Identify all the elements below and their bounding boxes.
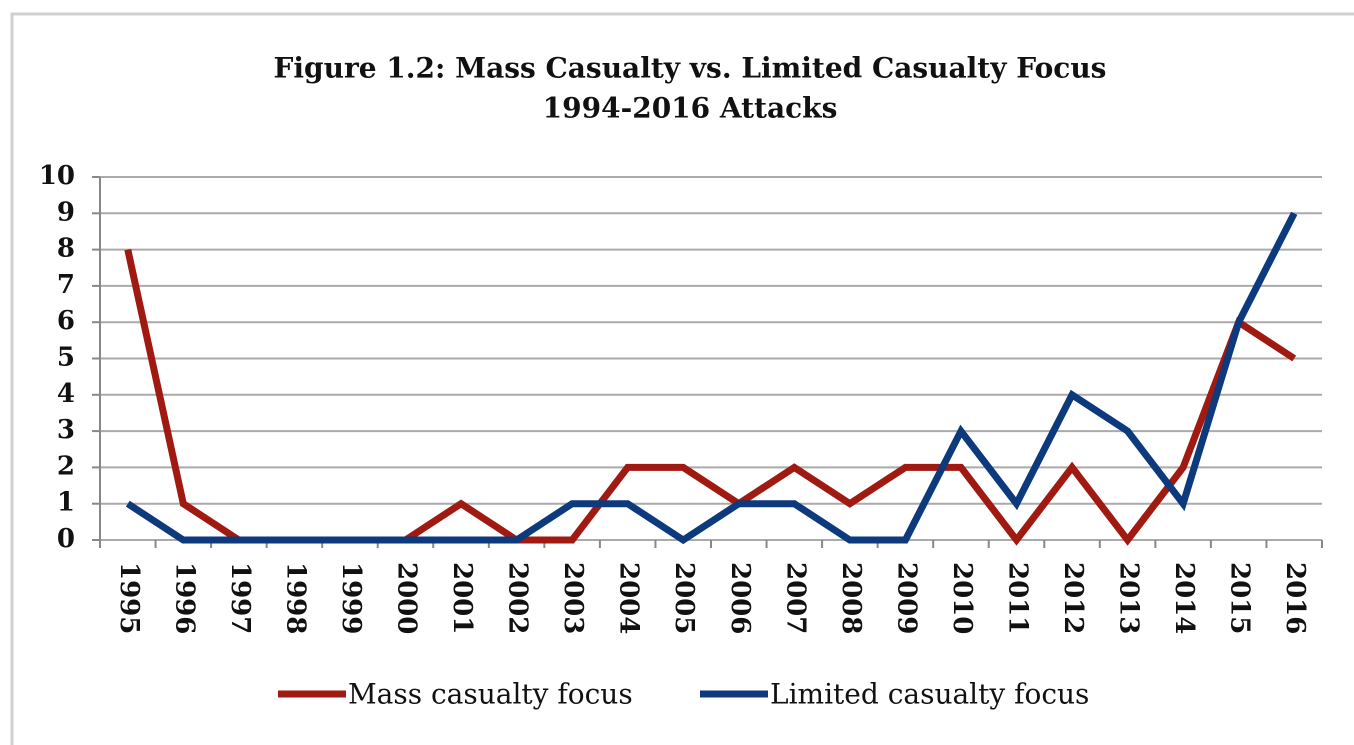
y-tick-label: 1 xyxy=(57,488,75,518)
x-tick-label: 1995 xyxy=(114,562,144,634)
x-tick-label: 2004 xyxy=(614,562,644,634)
x-tick-label: 2003 xyxy=(558,562,588,634)
y-tick-label: 2 xyxy=(57,451,75,481)
chart-title: Figure 1.2: Mass Casualty vs. Limited Ca… xyxy=(274,52,1107,85)
y-tick-label: 3 xyxy=(57,415,75,445)
x-tick-label: 2009 xyxy=(891,562,921,634)
x-tick-label: 2001 xyxy=(447,562,477,634)
x-tick-label: 2006 xyxy=(725,562,755,634)
x-tick-label: 2014 xyxy=(1169,562,1199,634)
x-tick-label: 2015 xyxy=(1225,562,1255,634)
x-tick-label: 1996 xyxy=(169,562,199,634)
y-tick-label: 9 xyxy=(57,197,75,227)
x-tick-label: 2007 xyxy=(780,562,810,634)
y-tick-label: 6 xyxy=(57,306,75,336)
y-tick-label: 8 xyxy=(57,234,75,264)
legend-label: Limited casualty focus xyxy=(770,678,1089,711)
x-tick-label: 2002 xyxy=(503,562,533,634)
x-tick-label: 2008 xyxy=(836,562,866,634)
x-tick-label: 1999 xyxy=(336,562,366,634)
x-tick-label: 1998 xyxy=(280,562,310,634)
legend-label: Mass casualty focus xyxy=(348,678,633,711)
chart-title: 1994-2016 Attacks xyxy=(543,92,838,125)
y-tick-label: 4 xyxy=(57,379,75,409)
series-line xyxy=(125,211,1298,545)
x-tick-label: 1997 xyxy=(225,562,255,634)
x-tick-label: 2000 xyxy=(392,562,422,634)
x-tick-label: 2013 xyxy=(1114,562,1144,634)
x-tick-label: 2011 xyxy=(1003,562,1033,634)
y-tick-label: 0 xyxy=(57,524,75,554)
x-tick-label: 2010 xyxy=(947,562,977,634)
y-tick-label: 5 xyxy=(57,343,75,373)
x-tick-label: 2012 xyxy=(1058,562,1088,634)
y-tick-label: 7 xyxy=(57,270,75,300)
y-tick-label: 10 xyxy=(39,161,75,191)
x-tick-label: 2005 xyxy=(669,562,699,634)
x-tick-label: 2016 xyxy=(1280,562,1310,634)
frame xyxy=(10,12,1354,745)
